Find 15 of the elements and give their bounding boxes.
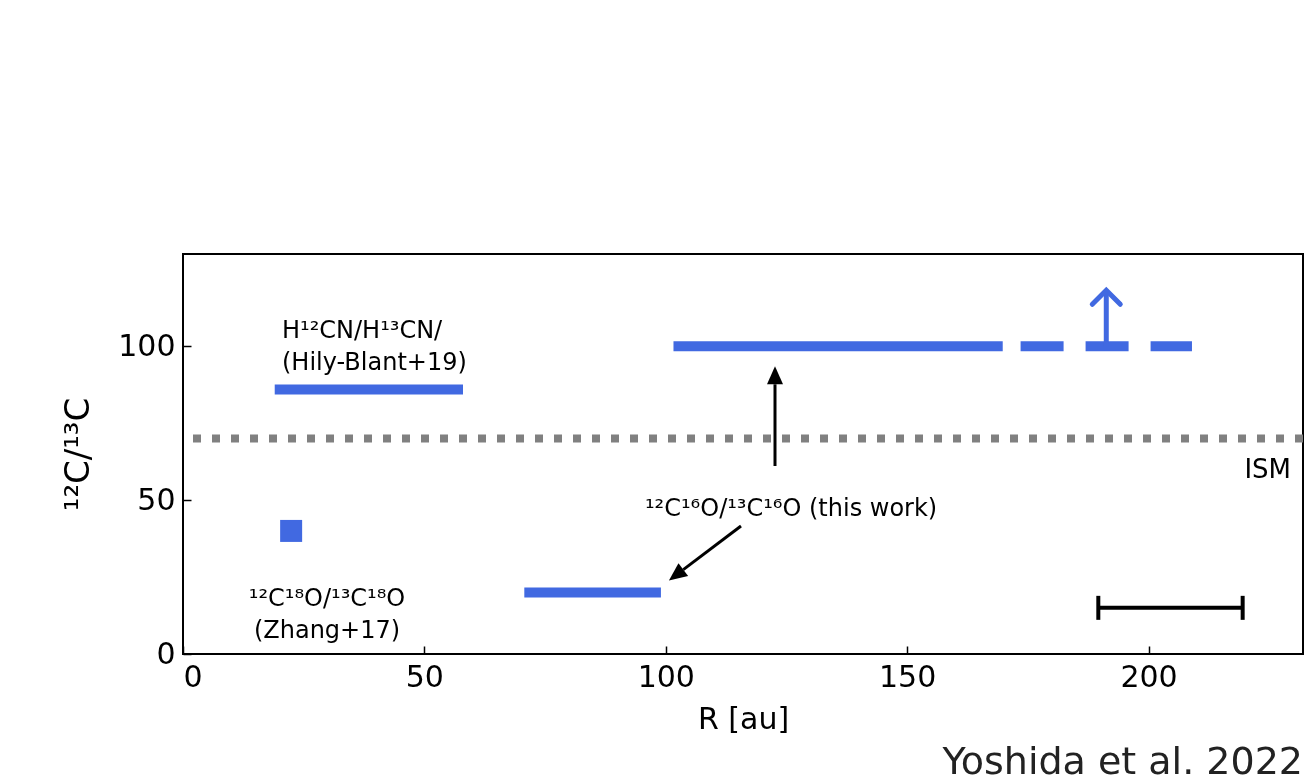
y-axis-title: ¹²C/¹³C (57, 397, 98, 512)
ref-line-label: ISM (1244, 453, 1291, 484)
annotation: ¹²C¹⁶O/¹³C¹⁶O (this work) (645, 494, 938, 522)
y-tick-label: 100 (118, 327, 176, 363)
text: ¹²C¹⁸O/¹³C¹⁸O (Zhang+17) (248, 584, 406, 644)
x-tick-label: 150 (879, 658, 937, 694)
y-tick-label: 50 (137, 481, 176, 517)
series-label: H¹²CN/H¹³CN/ (Hily-Blant+19) (282, 316, 467, 376)
x-axis-title: R [au] (697, 700, 790, 736)
y-tick-label: 0 (156, 635, 176, 671)
x-tick-label: 200 (1120, 658, 1178, 694)
x-tick-label: 0 (183, 658, 203, 694)
x-tick-label: 50 (405, 658, 444, 694)
text: Yoshida et al. 2022 (941, 739, 1303, 782)
x-tick-label: 100 (637, 658, 695, 694)
